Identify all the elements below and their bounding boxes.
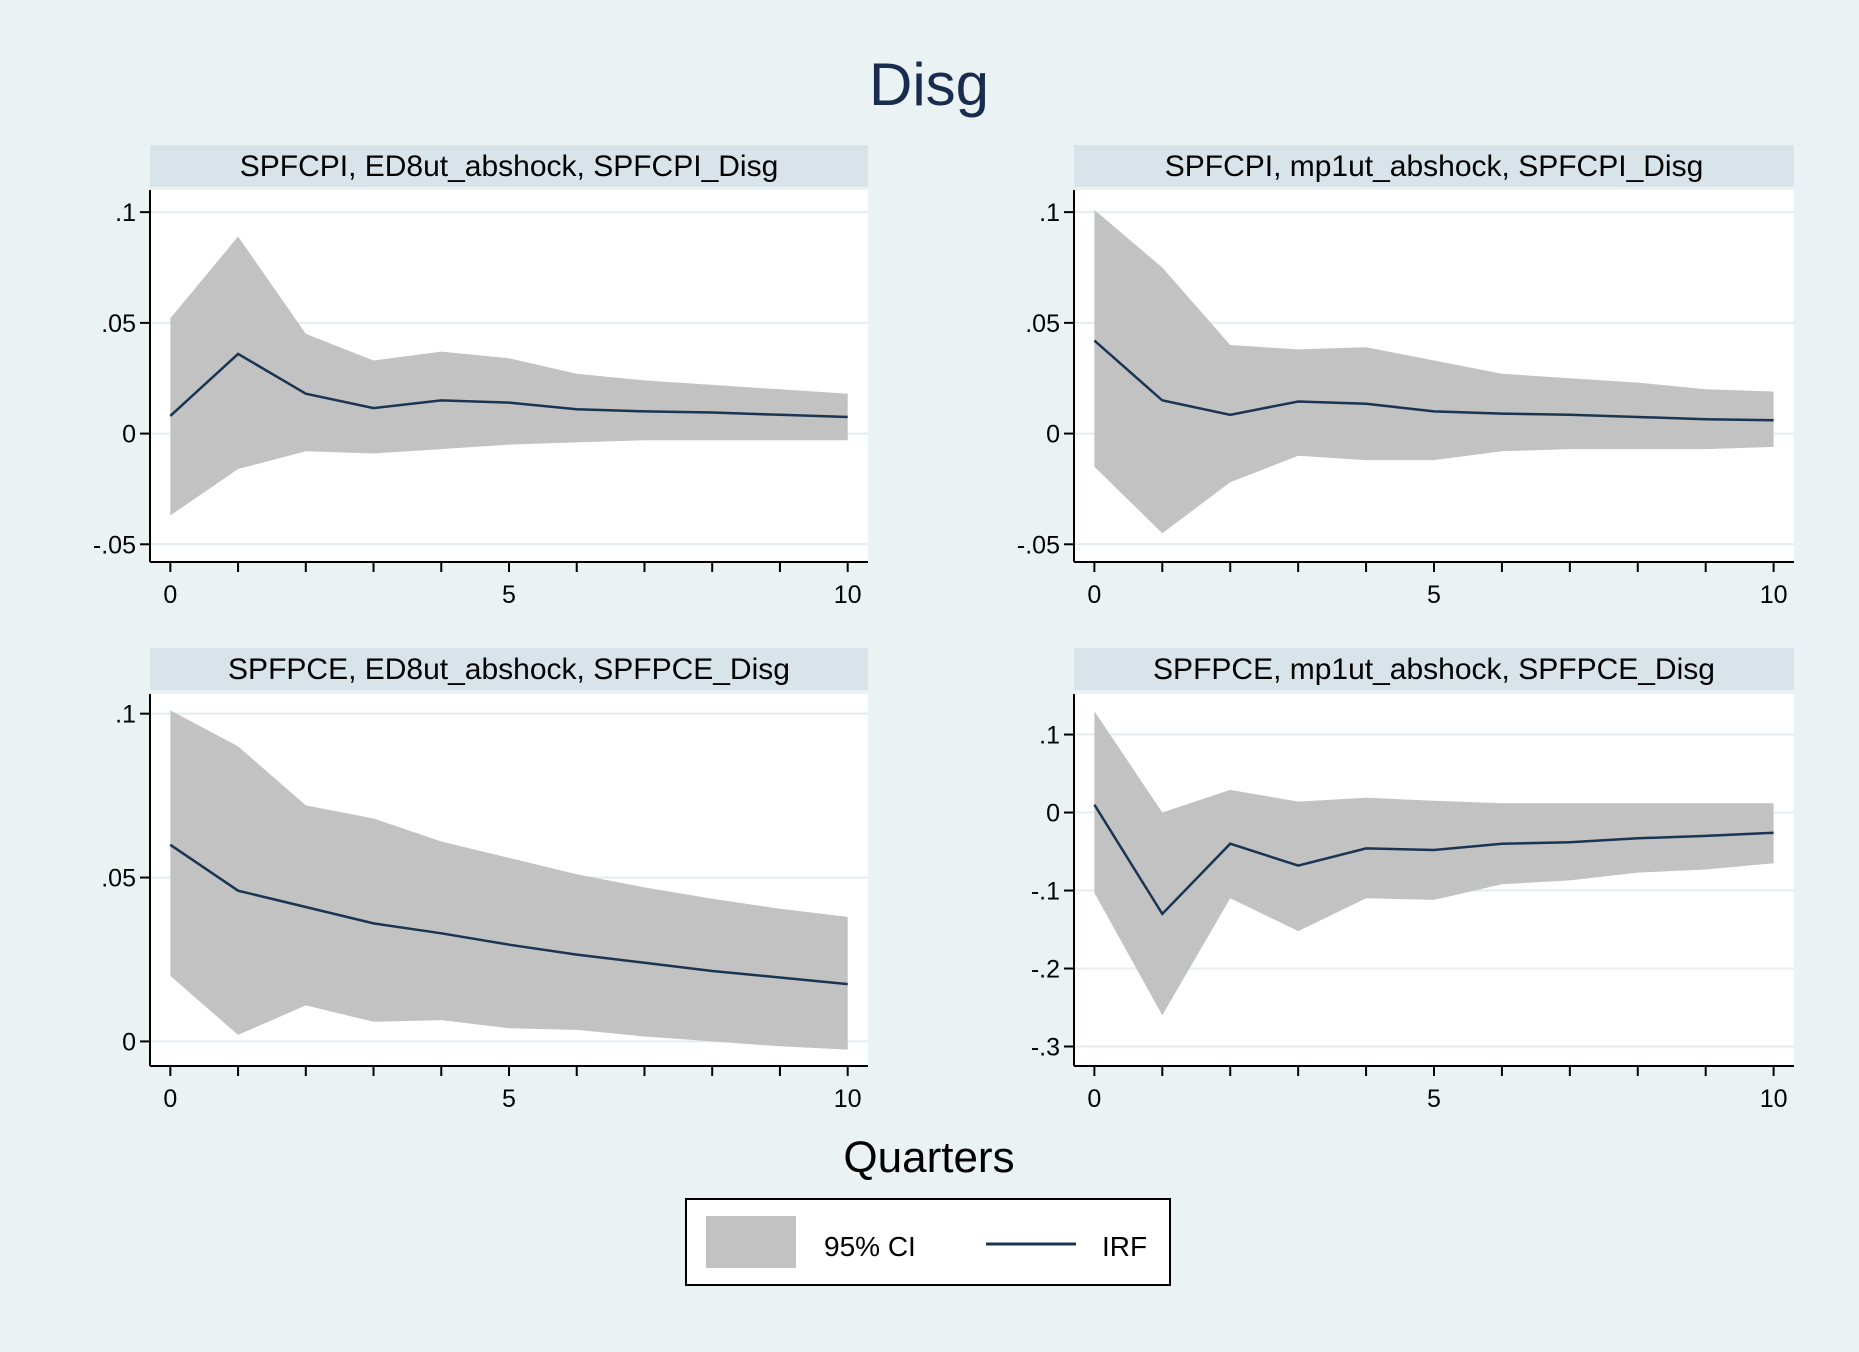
y-tick-label: .05 — [101, 310, 136, 338]
y-tick-label: 0 — [1046, 800, 1060, 828]
panel-header — [150, 145, 868, 187]
panel: SPFCPI, ED8ut_abshock, SPFCPI_Disg .1 .05 0… — [93, 145, 868, 609]
panel-header — [150, 648, 868, 690]
panel-header — [1074, 648, 1794, 690]
y-tick-label: 0 — [1046, 421, 1060, 449]
ci-band — [170, 236, 848, 516]
y-tick-label: -.1 — [1031, 878, 1060, 906]
panel-header — [1074, 145, 1794, 187]
x-tick-label: 5 — [1427, 581, 1441, 609]
panel-title: SPFPCE, ED8ut_abshock, SPFPCE_Disg — [228, 653, 790, 686]
y-tick-label: -.3 — [1031, 1034, 1060, 1062]
y-tick-label: -.2 — [1031, 956, 1060, 984]
legend-irf-label: IRF — [1102, 1231, 1147, 1262]
x-tick-label: 0 — [1087, 1085, 1101, 1113]
y-tick-label: -.05 — [1017, 531, 1060, 559]
x-tick-label: 5 — [1427, 1085, 1441, 1113]
x-tick-label: 5 — [502, 581, 516, 609]
panels: SPFCPI, ED8ut_abshock, SPFCPI_Disg .1 .05 0… — [93, 145, 1794, 1113]
panel-title: SPFCPI, ED8ut_abshock, SPFCPI_Disg — [240, 150, 779, 183]
x-tick-label: 10 — [834, 581, 862, 609]
irf-line — [169, 352, 848, 419]
y-tick-label: .1 — [1039, 722, 1060, 750]
figure-title: Disg — [869, 51, 989, 118]
panel: SPFPCE, ED8ut_abshock, SPFPCE_Disg .1 .05 0… — [101, 648, 868, 1113]
panel: SPFPCE, mp1ut_abshock, SPFPCE_Disg .1 0 -.1… — [1031, 648, 1794, 1113]
y-tick-label: 0 — [122, 421, 136, 449]
y-tick-label: 0 — [122, 1028, 136, 1056]
y-tick-label: .1 — [115, 199, 136, 227]
panel: SPFCPI, mp1ut_abshock, SPFCPI_Disg .1 .05 0… — [1017, 145, 1794, 609]
x-tick-label: 5 — [502, 1085, 516, 1113]
panel-title: SPFPCE, mp1ut_abshock, SPFPCE_Disg — [1153, 653, 1715, 686]
y-tick-label: .1 — [1039, 199, 1060, 227]
y-tick-label: .1 — [115, 701, 136, 729]
x-tick-label: 10 — [1760, 581, 1788, 609]
x-axis-label: Quarters — [843, 1133, 1014, 1182]
legend-ci-label: 95% CI — [824, 1231, 916, 1262]
x-tick-label: 10 — [834, 1085, 862, 1113]
ci-band — [1094, 711, 1774, 1016]
irf-line — [169, 843, 848, 986]
x-tick-label: 0 — [163, 1085, 177, 1113]
panel-title: SPFCPI, mp1ut_abshock, SPFCPI_Disg — [1165, 150, 1704, 183]
x-tick-label: 10 — [1760, 1085, 1788, 1113]
irf-line — [1093, 339, 1774, 422]
x-tick-label: 0 — [163, 581, 177, 609]
ci-band — [1094, 209, 1774, 534]
y-tick-label: .05 — [1025, 310, 1060, 338]
x-tick-label: 0 — [1087, 581, 1101, 609]
y-tick-label: -.05 — [93, 531, 136, 559]
y-tick-label: .05 — [101, 865, 136, 893]
legend-ci-swatch — [706, 1216, 796, 1268]
irf-line — [1093, 804, 1774, 916]
ci-band — [170, 710, 848, 1050]
legend: 95% CI IRF — [685, 1198, 1171, 1286]
